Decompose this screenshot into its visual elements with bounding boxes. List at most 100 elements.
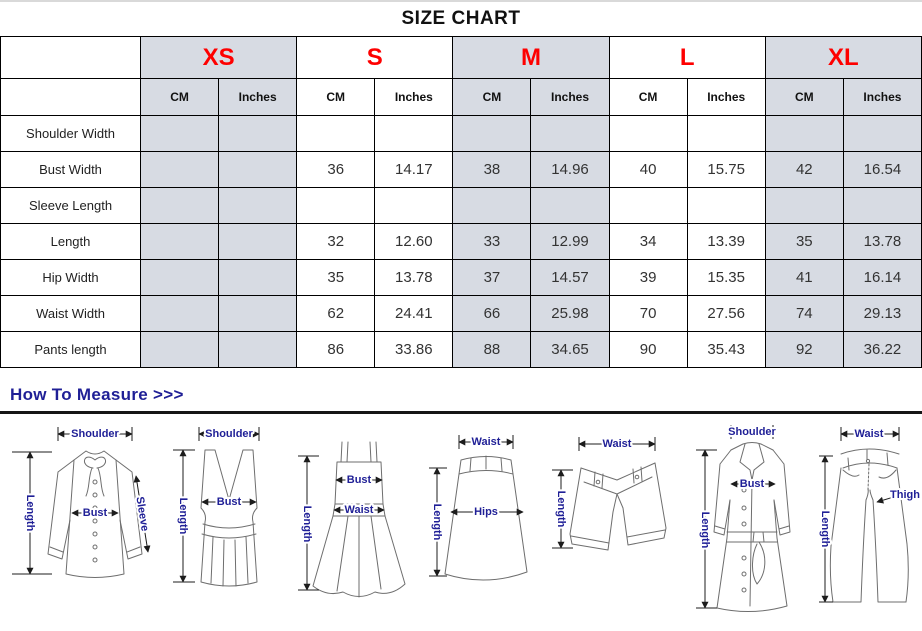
row-label: Shoulder Width — [0, 115, 141, 152]
table-cell — [842, 115, 922, 152]
table-row-pants-length: Pants length 86 33.86 88 34.65 90 35.43 … — [0, 331, 922, 368]
row-label: Hip Width — [0, 259, 141, 296]
table-cell: 33 — [452, 223, 532, 260]
table-cell: 12.99 — [530, 223, 610, 260]
size-header-m: M — [452, 36, 610, 79]
corner-cell — [0, 78, 141, 116]
tank-top-diagram: Shoulder Length Bust — [173, 426, 260, 587]
skirt-waist-label: Waist — [472, 436, 501, 448]
table-cell: 86 — [296, 331, 376, 368]
blouse-bust-label: Bust — [83, 507, 108, 519]
table-cell: 13.78 — [374, 259, 454, 296]
table-cell — [218, 295, 298, 332]
table-cell: 35.43 — [686, 331, 766, 368]
table-cell — [530, 115, 610, 152]
tank-top-outline — [200, 449, 258, 587]
shorts-outline — [569, 462, 667, 551]
unit-header-row: CM Inches CM Inches CM Inches CM Inches … — [0, 78, 922, 116]
table-cell: 27.56 — [686, 295, 766, 332]
table-cell — [139, 259, 220, 296]
dress-measure-arrows — [298, 455, 385, 591]
blouse-sleeve-label: Sleeve — [133, 496, 150, 532]
table-row-sleeve-length: Sleeve Length — [0, 187, 922, 224]
size-header-xs: XS — [139, 36, 298, 79]
row-label: Bust Width — [0, 151, 141, 188]
table-cell — [608, 187, 688, 224]
table-cell: 35 — [764, 223, 844, 260]
table-cell: 35 — [296, 259, 376, 296]
table-cell: 66 — [452, 295, 532, 332]
unit-header: Inches — [686, 78, 766, 116]
corner-cell — [0, 36, 141, 79]
table-cell: 74 — [764, 295, 844, 332]
table-cell: 37 — [452, 259, 532, 296]
table-cell: 13.78 — [842, 223, 922, 260]
table-cell: 39 — [608, 259, 688, 296]
blouse-diagram: Shoulder Length Bust Sleeve — [12, 426, 153, 578]
coat-shoulder-label: Shoulder — [728, 426, 776, 438]
table-cell: 42 — [764, 151, 844, 188]
table-cell — [296, 115, 376, 152]
table-cell — [139, 295, 220, 332]
table-cell: 16.14 — [842, 259, 922, 296]
table-cell — [139, 187, 220, 224]
skirt-diagram: Waist Hips Length — [429, 434, 528, 581]
table-cell: 32 — [296, 223, 376, 260]
table-cell: 13.39 — [686, 223, 766, 260]
table-cell — [218, 187, 298, 224]
table-cell: 24.41 — [374, 295, 454, 332]
shorts-waist-label: Waist — [603, 438, 632, 450]
unit-header: Inches — [530, 78, 610, 116]
table-cell: 90 — [608, 331, 688, 368]
table-cell — [608, 115, 688, 152]
coat-outline — [713, 442, 791, 613]
size-header-row: XS S M L XL — [0, 36, 922, 79]
size-header-xl: XL — [764, 36, 922, 79]
coat-length-label: Length — [699, 512, 711, 549]
table-row-hip-width: Hip Width 35 13.78 37 14.57 39 15.35 41 … — [0, 259, 922, 296]
table-cell — [218, 223, 298, 260]
blouse-outline — [47, 450, 143, 578]
dress-bust-label: Bust — [347, 474, 372, 486]
table-cell: 14.96 — [530, 151, 610, 188]
table-cell: 36 — [296, 151, 376, 188]
page-top-border — [0, 0, 922, 2]
page-title: SIZE CHART — [401, 8, 521, 29]
table-cell — [530, 187, 610, 224]
table-cell: 36.22 — [842, 331, 922, 368]
pants-measure-arrows — [819, 427, 900, 603]
shorts-diagram: Waist Length — [552, 436, 667, 551]
unit-header: CM — [139, 78, 220, 116]
table-cell — [218, 331, 298, 368]
blouse-shoulder-label: Shoulder — [71, 428, 119, 440]
table-cell: 14.57 — [530, 259, 610, 296]
table-cell: 25.98 — [530, 295, 610, 332]
table-cell: 70 — [608, 295, 688, 332]
measure-diagrams: Shoulder Length Bust Sleeve Shoulder Len… — [0, 416, 922, 623]
table-cell: 34 — [608, 223, 688, 260]
coat-measure-arrows — [696, 425, 776, 609]
blouse-length-label: Length — [24, 495, 36, 532]
table-cell — [452, 115, 532, 152]
shorts-measure-arrows — [552, 437, 656, 549]
coat-diagram: Shoulder Bust Length — [696, 424, 791, 613]
dress-waist-label: Waist — [345, 504, 374, 516]
tank-top-shoulder-label: Shoulder — [205, 428, 253, 440]
row-label: Pants length — [0, 331, 141, 368]
tank-top-bust-label: Bust — [217, 496, 242, 508]
row-label: Sleeve Length — [0, 187, 141, 224]
skirt-measure-arrows — [429, 435, 524, 577]
table-cell — [139, 115, 220, 152]
skirt-hips-label: Hips — [474, 506, 498, 518]
dress-length-label: Length — [301, 506, 313, 543]
unit-header: CM — [764, 78, 844, 116]
table-cell — [686, 187, 766, 224]
table-cell — [452, 187, 532, 224]
table-cell: 29.13 — [842, 295, 922, 332]
table-cell: 33.86 — [374, 331, 454, 368]
size-chart-table: XS S M L XL CM Inches CM Inches CM Inche… — [0, 36, 922, 368]
coat-bust-label: Bust — [740, 478, 765, 490]
pants-thigh-label: Thigh — [890, 489, 920, 501]
unit-header: Inches — [842, 78, 922, 116]
table-cell: 16.54 — [842, 151, 922, 188]
